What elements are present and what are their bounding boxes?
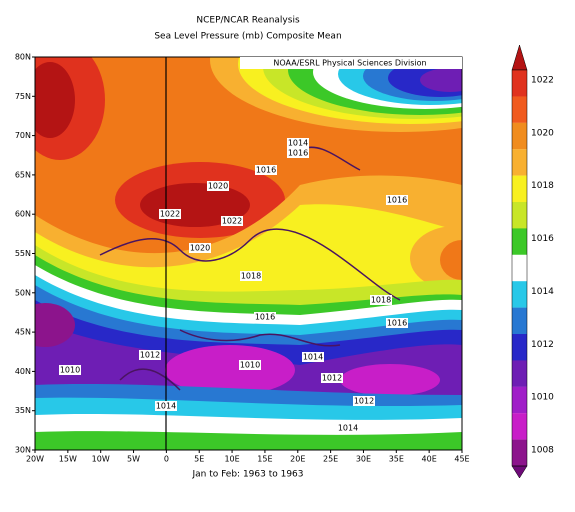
colorbar-label: 1020: [531, 128, 554, 138]
credit-box: [240, 57, 462, 69]
pressure-field: [35, 57, 462, 450]
contour-label: 1016: [387, 196, 407, 205]
y-axis-label: 30N: [15, 446, 31, 455]
x-axis-label: 20E: [290, 455, 305, 464]
contour-label: 1016: [256, 166, 276, 175]
contour-label: 1016: [255, 313, 275, 322]
x-axis-label: 35E: [389, 455, 404, 464]
y-axis-label: 40N: [15, 367, 31, 376]
title-line-2: Sea Level Pressure (mb) Composite Mean: [154, 32, 341, 42]
contour-label: 1010: [60, 366, 80, 375]
contour-label: 1012: [140, 351, 160, 360]
x-axis-label: 0: [164, 455, 169, 464]
colorbar-label: 1016: [531, 234, 554, 244]
footer: Jan to Feb: 1963 to 1963: [191, 470, 303, 480]
y-axis-label: 80N: [15, 53, 31, 62]
x-axis-label: 40E: [422, 455, 437, 464]
contour-label-box: [386, 318, 408, 328]
contour-label-box: [321, 373, 343, 383]
contour-label: 1020: [208, 182, 228, 191]
contour-label-box: [221, 216, 243, 226]
contour-label-box: [254, 312, 276, 322]
contour-label-box: [302, 352, 324, 362]
contour-label-box: [287, 148, 309, 158]
contour-label-box: [255, 165, 277, 175]
contour-label: 1016: [288, 149, 308, 158]
contour-label-box: [370, 295, 392, 305]
title-line-1: NCEP/NCAR Reanalysis: [196, 16, 300, 26]
colorbar: [511, 44, 528, 479]
x-axis-label: 5W: [127, 455, 140, 464]
contour-label-box: [386, 195, 408, 205]
contour-label-box: [59, 365, 81, 375]
y-axis-label: 65N: [15, 170, 31, 179]
x-axis-label: 5E: [194, 455, 204, 464]
y-axis-label: 35N: [15, 406, 31, 415]
contour-label: 1014: [338, 424, 358, 433]
contour-label-box: [189, 243, 211, 253]
contour-label-box: [155, 401, 177, 411]
contour-label: 1020: [190, 244, 210, 253]
y-axis-label: 70N: [15, 131, 31, 140]
x-axis-label: 10W: [92, 455, 110, 464]
contour-label-box: [207, 181, 229, 191]
y-axis-label: 75N: [15, 92, 31, 101]
contour-label: 1010: [240, 361, 260, 370]
contour-label-box: [159, 209, 181, 219]
credit: NOAA/ESRL Physical Sciences Division: [273, 59, 426, 68]
contour-label: 1022: [222, 217, 242, 226]
contour-label: 1014: [303, 353, 323, 362]
colorbar-label: 1018: [531, 181, 554, 191]
y-axis-label: 60N: [15, 210, 31, 219]
contour-label-box: [353, 396, 375, 406]
y-axis-label: 55N: [15, 249, 31, 258]
contour-label: 1016: [387, 319, 407, 328]
x-axis-label: 20W: [26, 455, 44, 464]
contour-label-box: [239, 360, 261, 370]
contour-label: 1012: [322, 374, 342, 383]
x-axis-label: 45E: [454, 455, 469, 464]
contour-label: 1018: [371, 296, 391, 305]
contour-label-box: [240, 271, 262, 281]
contour-label: 1014: [156, 402, 176, 411]
y-axis-label: 50N: [15, 288, 31, 297]
contour-label: 1012: [354, 397, 374, 406]
x-axis-label: 30E: [356, 455, 371, 464]
contour-label: 1018: [241, 272, 261, 281]
colorbar-label: 1010: [531, 393, 554, 403]
contour-label: 1014: [288, 139, 308, 148]
x-axis-label: 25E: [323, 455, 338, 464]
x-axis-label: 15E: [257, 455, 272, 464]
y-axis-label: 45N: [15, 328, 31, 337]
x-axis-label: 15W: [59, 455, 77, 464]
contour-label-box: [287, 138, 309, 148]
contour-label-box: [139, 350, 161, 360]
contour-label: 1022: [160, 210, 180, 219]
colorbar-label: 1008: [531, 446, 554, 456]
colorbar-label: 1012: [531, 340, 554, 350]
contour-label-box: [337, 423, 359, 433]
x-axis-label: 10E: [224, 455, 239, 464]
colorbar-label: 1014: [531, 287, 554, 297]
colorbar-label: 1022: [531, 76, 554, 86]
